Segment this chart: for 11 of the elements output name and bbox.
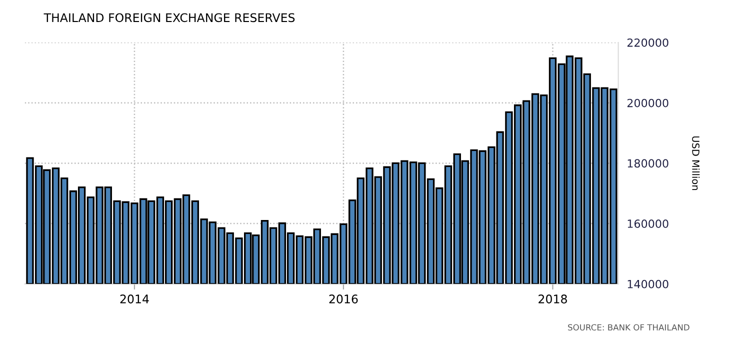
- x-tick-label: 2016: [329, 294, 358, 304]
- y-axis-title: USD Million: [692, 136, 700, 190]
- y-tick-label: 200000: [627, 98, 668, 108]
- y-tick-label: 140000: [628, 280, 668, 288]
- y-tick-label: 160000: [628, 220, 668, 228]
- y-tick-label: 220000: [627, 38, 668, 47]
- chart-title: THAILAND FOREIGN EXCHANGE RESERVES: [44, 13, 295, 22]
- x-tick-label: 2014: [120, 294, 149, 304]
- source-note: SOURCE: BANK OF THAILAND: [568, 324, 690, 331]
- y-tick-label: 180000: [628, 159, 668, 168]
- x-tick-label: 2018: [538, 294, 567, 304]
